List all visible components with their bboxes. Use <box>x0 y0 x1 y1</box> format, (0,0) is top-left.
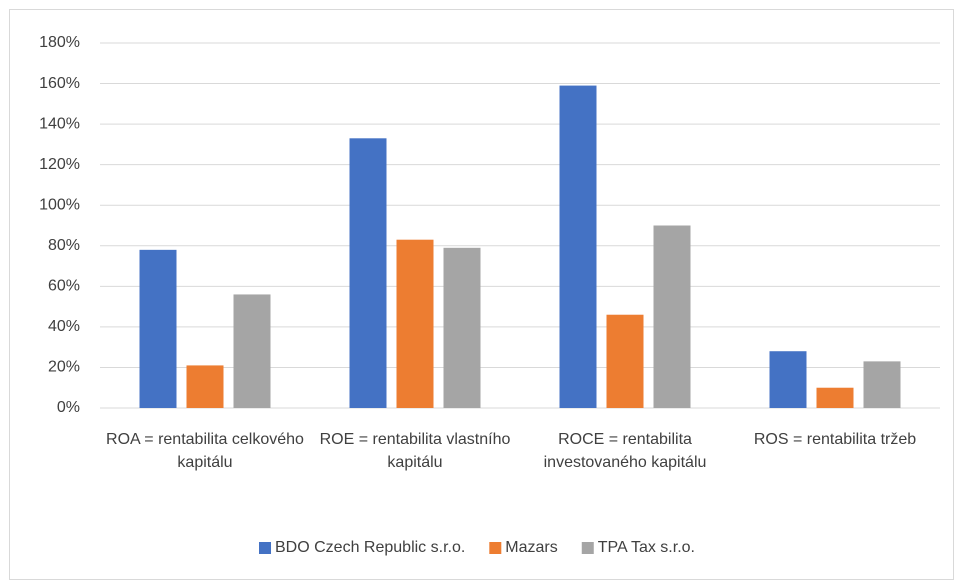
y-tick-label: 180% <box>39 34 80 51</box>
bar <box>139 249 177 408</box>
y-tick-label: 60% <box>48 278 80 295</box>
y-tick-label: 80% <box>48 237 80 254</box>
x-tick-label: ROE = rentabilita vlastního kapitálu <box>319 431 511 471</box>
y-tick-label: 0% <box>57 399 80 416</box>
bar <box>769 351 807 408</box>
bar <box>559 85 597 408</box>
x-tick-label: ROS = rentabilita tržeb <box>753 431 917 448</box>
y-tick-label: 20% <box>48 359 80 376</box>
y-tick-label: 140% <box>39 115 80 132</box>
legend-label: TPA Tax s.r.o. <box>598 539 695 556</box>
y-tick-label: 40% <box>48 318 80 335</box>
y-tick-label: 120% <box>39 156 80 173</box>
legend-label: BDO Czech Republic s.r.o. <box>275 539 465 556</box>
bar <box>816 387 854 408</box>
bar <box>443 247 481 408</box>
legend-swatch <box>581 542 594 554</box>
bar <box>606 314 644 408</box>
bar <box>349 138 387 409</box>
legend-swatch <box>489 542 502 554</box>
y-tick-label: 100% <box>39 196 80 213</box>
x-tick-label: ROA = rentabilita celkového kapitálu <box>106 431 304 471</box>
bar <box>396 239 434 408</box>
bar <box>653 225 691 408</box>
legend-label: Mazars <box>505 539 557 556</box>
x-tick-label: ROCE = rentabilita investovaného kapitál… <box>543 431 707 471</box>
bar <box>186 365 224 408</box>
bar <box>233 294 271 408</box>
y-tick-label: 160% <box>39 75 80 92</box>
bar <box>863 361 901 408</box>
legend-swatch <box>259 542 272 554</box>
